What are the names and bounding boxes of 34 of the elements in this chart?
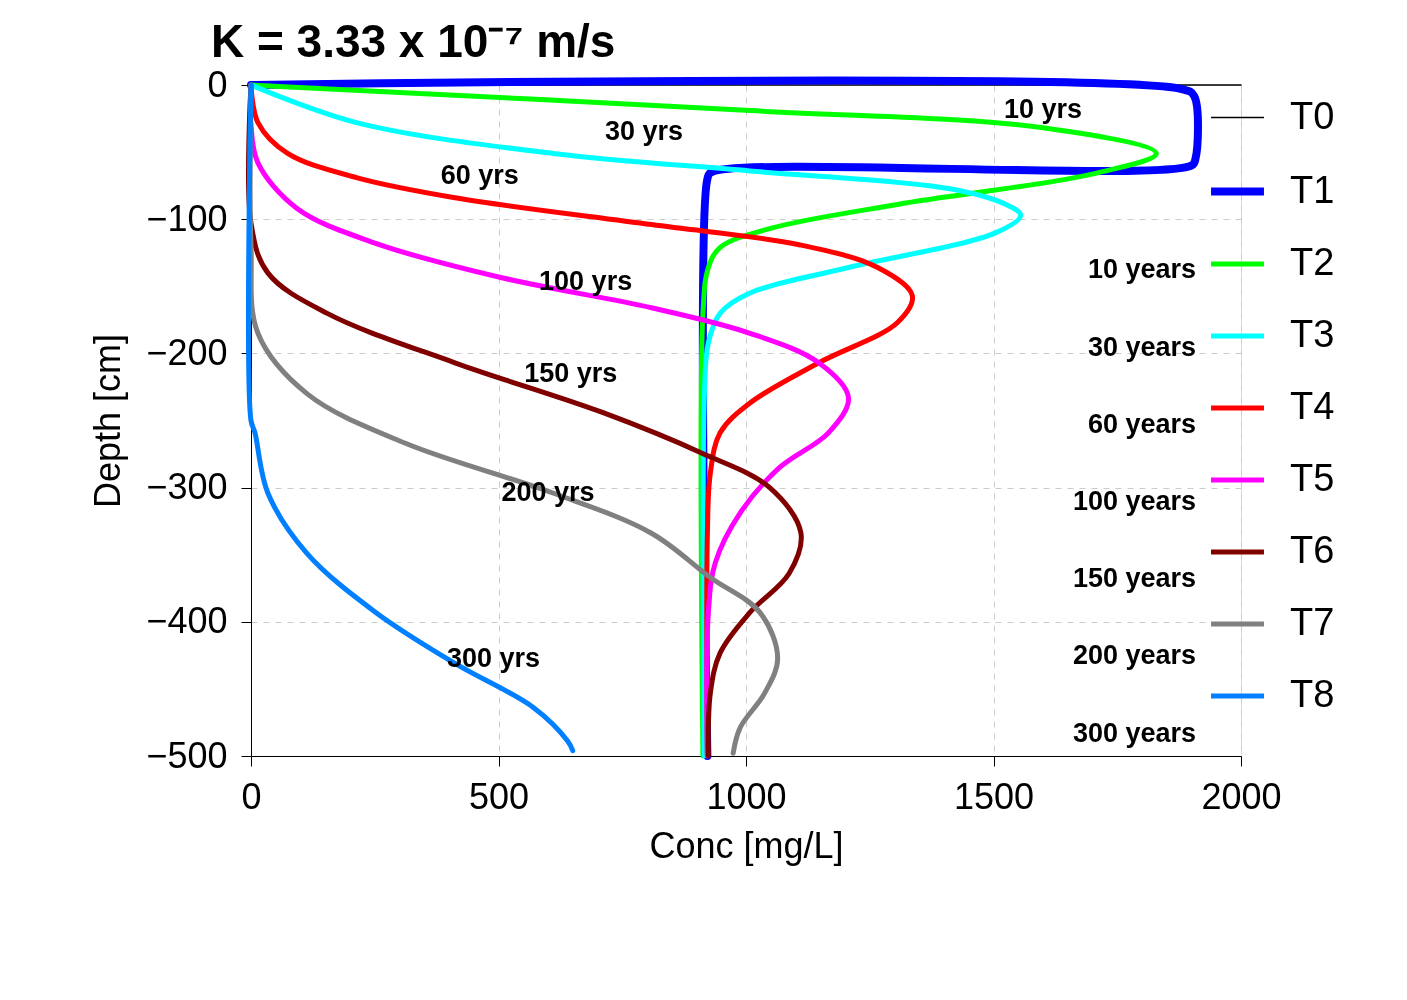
- y-tick-label: −500: [146, 734, 228, 776]
- x-tick-label: 2000: [1201, 775, 1282, 817]
- annotation: 300 yrs: [447, 642, 541, 673]
- y-axis-title: Depth [cm]: [87, 333, 129, 509]
- annotation: 10 years: [1087, 254, 1196, 285]
- y-tick-label: −200: [146, 331, 228, 373]
- x-tick-label: 0: [241, 775, 262, 817]
- annotation: 60 yrs: [440, 159, 519, 190]
- annotation: 30 years: [1087, 331, 1196, 362]
- annotation: 30 yrs: [604, 115, 684, 146]
- x-tick-label: 1000: [706, 775, 787, 817]
- annotation: 150 yrs: [524, 357, 618, 388]
- legend-label: T8: [1290, 673, 1335, 715]
- x-tick-label: 500: [468, 775, 530, 817]
- legend-label: T3: [1290, 313, 1335, 355]
- legend-label: T6: [1290, 529, 1335, 571]
- x-tick-label: 1500: [953, 775, 1035, 817]
- legend-label: T0: [1290, 94, 1335, 137]
- legend-label: T1: [1290, 168, 1335, 211]
- legend-label: T4: [1290, 385, 1335, 427]
- annotation: 60 years: [1087, 408, 1196, 439]
- legend-label: T7: [1290, 601, 1335, 643]
- y-tick-label: −400: [146, 600, 228, 642]
- y-tick-label: −300: [146, 466, 228, 508]
- annotation: 200 yrs: [501, 476, 595, 507]
- y-tick-label: −100: [146, 197, 228, 239]
- annotation: 300 years: [1072, 717, 1196, 748]
- annotation: 100 years: [1072, 486, 1196, 516]
- x-axis-title: Conc [mg/L]: [649, 824, 844, 866]
- annotation: 150 years: [1072, 563, 1196, 594]
- annotation: 10 yrs: [1003, 93, 1083, 124]
- legend-label: T2: [1290, 241, 1335, 283]
- legend-label: T5: [1290, 457, 1335, 499]
- annotation: 200 years: [1072, 640, 1196, 671]
